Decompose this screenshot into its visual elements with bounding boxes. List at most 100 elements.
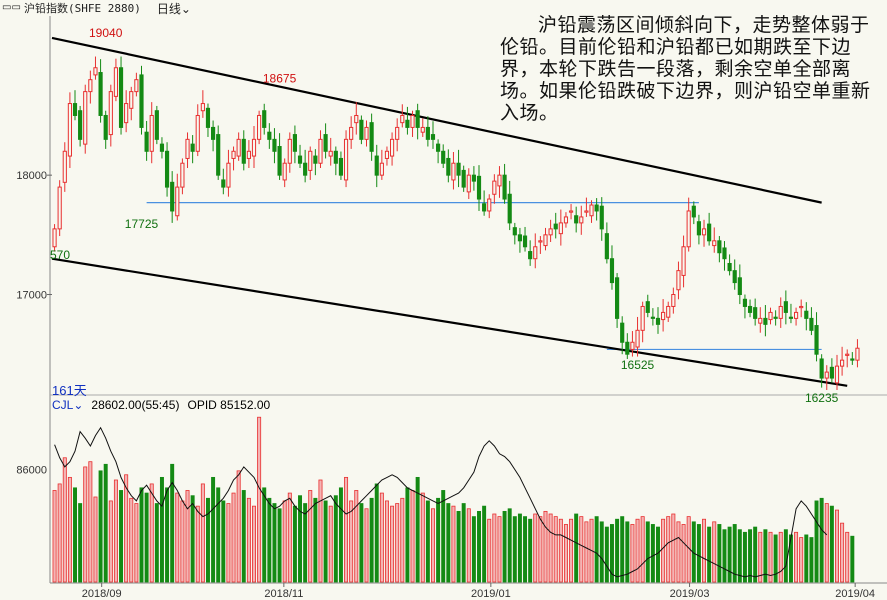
- period-selector[interactable]: 日线⌄: [157, 0, 191, 17]
- volume-bar: [783, 529, 788, 583]
- volume-bar: [170, 463, 175, 583]
- candle-up: [543, 234, 548, 247]
- volume-bar: [431, 508, 435, 583]
- candle-down: [262, 110, 267, 128]
- candle-up: [538, 240, 543, 243]
- volume-bar: [461, 503, 466, 583]
- volume-bar: [98, 470, 103, 583]
- volume-bar: [763, 529, 768, 583]
- candle-up: [661, 311, 666, 321]
- candle-up: [799, 305, 804, 309]
- volume-bar: [149, 483, 154, 583]
- candle-up: [389, 138, 395, 157]
- volume-bar: [482, 505, 487, 583]
- channel-lower-line: [51, 257, 848, 387]
- volume-bar: [814, 500, 819, 583]
- volume-bar: [200, 483, 205, 583]
- candle-up: [400, 114, 405, 124]
- volume-bar: [548, 513, 553, 583]
- candle-up: [758, 317, 763, 324]
- candle-down: [139, 74, 144, 128]
- candle-down: [522, 235, 528, 248]
- volume-bar: [415, 476, 420, 583]
- candle-up: [354, 114, 359, 124]
- candle-up: [701, 228, 707, 236]
- volume-bar: [277, 508, 282, 583]
- volume-bar: [379, 492, 384, 583]
- candle-down: [338, 157, 344, 176]
- volume-bar: [742, 531, 747, 583]
- candle-up: [533, 246, 538, 260]
- volume-bar: [384, 500, 389, 583]
- candle-down: [691, 205, 696, 218]
- volume-bar: [73, 487, 77, 583]
- candle-down: [507, 193, 512, 224]
- candle-down: [471, 174, 476, 182]
- candle-down: [512, 227, 517, 236]
- volume-bar: [477, 510, 481, 583]
- volume-bar: [671, 513, 676, 583]
- candle-up: [236, 138, 241, 157]
- candle-down: [722, 247, 727, 260]
- volume-bar: [410, 490, 415, 583]
- volume-bar: [103, 463, 108, 583]
- volume-bar: [252, 505, 256, 583]
- candle-up: [226, 162, 231, 188]
- volume-bar: [318, 479, 323, 583]
- volume-bar: [507, 508, 512, 583]
- candle-down: [819, 358, 824, 379]
- volume-bar: [466, 508, 471, 583]
- indicator-selector[interactable]: CJL⌄: [52, 398, 83, 412]
- candle-down: [809, 317, 814, 331]
- volume-bar: [471, 516, 476, 583]
- candle-up: [108, 91, 113, 136]
- candle-up: [282, 162, 287, 181]
- candle-up: [666, 305, 671, 318]
- volume-bar: [338, 487, 343, 583]
- candle-down: [594, 204, 599, 212]
- candle-up: [579, 216, 584, 224]
- candle-up: [343, 138, 349, 181]
- volume-bar: [635, 518, 640, 583]
- volume-bar: [57, 483, 62, 583]
- candlestick-chart-icon[interactable]: ▭▭: [2, 2, 21, 13]
- volume-bar: [395, 503, 400, 583]
- indicator-name: CJL: [52, 398, 74, 412]
- candle-up: [200, 103, 205, 112]
- volume-bar: [205, 497, 210, 583]
- volume-bar: [661, 518, 666, 583]
- candle-down: [742, 298, 748, 307]
- candle-up: [175, 186, 180, 217]
- candle-down: [717, 240, 722, 254]
- volume-bar: [666, 516, 671, 583]
- candle-down: [277, 146, 282, 176]
- candle-up: [287, 138, 292, 164]
- volume-bar: [303, 503, 308, 583]
- volume-bar: [78, 503, 83, 583]
- candle-up: [681, 246, 686, 276]
- volume-bar: [246, 497, 251, 583]
- volume-bar: [773, 534, 778, 583]
- candle-down: [211, 126, 216, 140]
- volume-bar: [328, 505, 333, 583]
- instrument-title: 沪铅指数(SHFE 2880): [24, 2, 141, 15]
- volume-bar: [354, 490, 359, 583]
- candle-down: [829, 366, 834, 379]
- opid-line-group: [54, 426, 828, 578]
- volume-bar: [113, 479, 118, 583]
- candle-down: [374, 155, 379, 176]
- volume-bar: [604, 526, 609, 583]
- volume-bar: [405, 487, 410, 583]
- candle-down: [221, 179, 226, 188]
- candle-up: [195, 114, 200, 152]
- candle-down: [753, 307, 758, 319]
- candle-down: [405, 119, 410, 128]
- candle-down: [502, 174, 507, 200]
- volume-bar: [226, 503, 231, 583]
- chevron-down-icon: ⌄: [73, 398, 84, 412]
- volume-bar: [313, 497, 318, 583]
- candle-down: [118, 67, 124, 128]
- opid-value: OPID 85152.00: [187, 398, 271, 412]
- volume-bar: [819, 497, 824, 583]
